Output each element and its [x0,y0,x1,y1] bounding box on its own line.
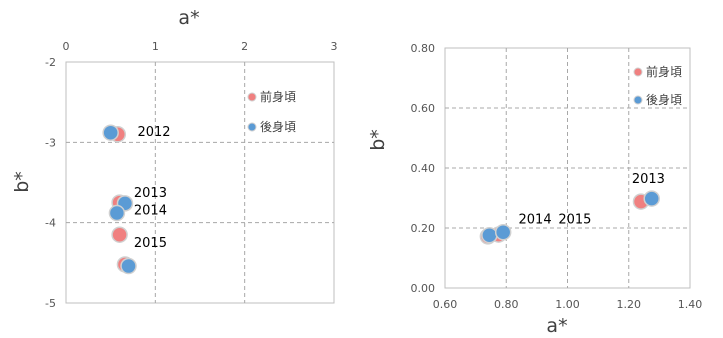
legend-label: 前身頃 [646,64,682,79]
x-tick-label: 1.00 [555,298,580,311]
x-tick-label: 1.40 [678,298,703,311]
legend-label: 前身頃 [260,89,296,104]
y-axis-title: b* [11,171,33,193]
legend-marker [247,122,257,132]
year-annotation: 2014 [519,213,552,228]
y-tick-label: 0.80 [411,42,436,55]
legend-marker [247,92,257,102]
x-axis-title: a* [546,315,567,337]
data-point-back [643,190,660,207]
x-tick-label: 0.80 [494,298,519,311]
y-tick-label: 0.00 [411,282,436,295]
legend-label: 後身頃 [260,119,296,134]
x-tick-label: 1.20 [617,298,642,311]
data-point-back [494,223,512,241]
data-point-front [111,226,128,243]
y-axis-title: b* [367,129,389,151]
x-axis-title: a* [178,7,199,29]
year-annotation: 2015 [558,213,591,228]
chart-right: 0.60 0.80 1.00 1.20 1.40 0.00 0.20 0.40 0.60 0.80… [367,42,702,337]
year-annotation: 2015 [134,236,167,251]
y-tick-label: -3 [45,136,56,149]
x-tick-label: 1 [152,40,159,53]
y-tick-label: -5 [45,297,56,310]
data-point-back [102,124,119,141]
legend-marker [633,67,643,77]
plot-frame [65,61,335,304]
y-tick-label: 0.60 [411,102,436,115]
data-point-back [108,204,126,222]
x-tick-label: 0 [63,40,70,53]
y-tick-label: -2 [45,56,56,69]
year-annotation: 2012 [137,125,170,140]
y-tick-label: 0.40 [411,162,436,175]
data-point-back [120,257,137,275]
legend-marker [633,95,643,105]
year-annotation: 2014 [134,204,167,219]
year-annotation: 2013 [134,186,167,201]
x-tick-label: 3 [331,40,338,53]
x-tick-label: 0.60 [433,298,458,311]
y-tick-label: 0.20 [411,222,436,235]
x-tick-label: 2 [241,40,248,53]
data-point-back [481,226,498,244]
legend-label: 後身頃 [646,92,682,107]
year-annotation: 2013 [632,172,665,187]
y-tick-label: -4 [45,217,56,230]
